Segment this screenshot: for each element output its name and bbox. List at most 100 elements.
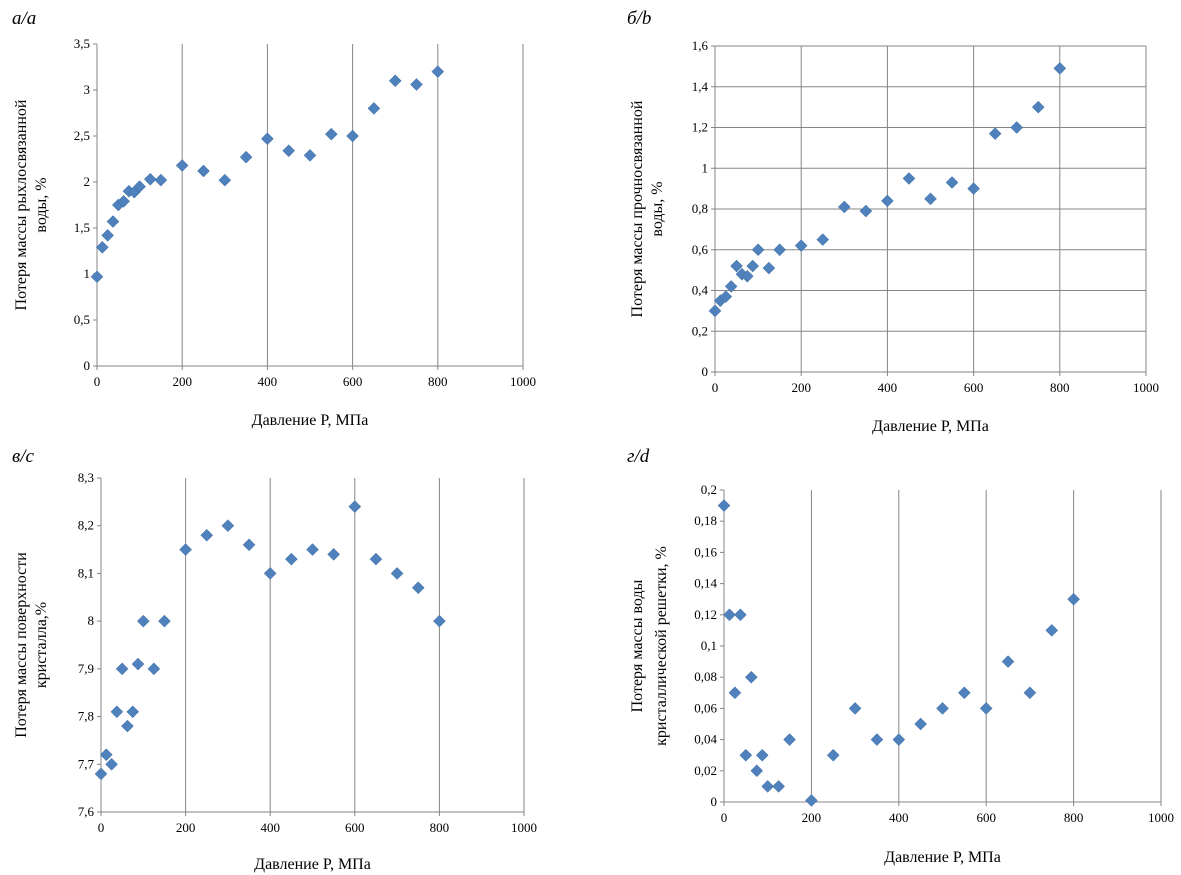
data-point	[924, 192, 937, 206]
data-point	[1023, 686, 1037, 700]
data-point	[348, 500, 362, 513]
x-tick-label: 800	[1050, 380, 1070, 395]
x-tick-label: 400	[878, 380, 898, 395]
y-tick-label: 0	[711, 794, 718, 809]
y-tick-label: 1	[702, 160, 709, 175]
data-point	[410, 78, 423, 91]
data-point	[1001, 655, 1015, 668]
data-point	[95, 240, 109, 254]
y-tick-label: 1,5	[74, 220, 90, 235]
data-point	[1067, 592, 1080, 606]
data-point	[783, 733, 796, 746]
x-tick-label: 800	[1064, 810, 1084, 825]
y-tick-label: 3,5	[74, 36, 90, 51]
data-point	[94, 767, 108, 781]
panel-label: а/a	[12, 8, 36, 29]
y-axis-title-line: воды, %	[33, 177, 50, 232]
data-point	[761, 780, 775, 793]
y-axis-title-line: кристаллической решетки, %	[653, 546, 670, 746]
data-point	[746, 259, 760, 273]
data-point	[327, 547, 341, 561]
data-point	[431, 65, 445, 78]
data-point	[881, 194, 894, 208]
y-tick-label: 7,7	[78, 756, 95, 771]
data-point	[739, 748, 753, 762]
data-point	[131, 657, 145, 671]
x-tick-label: 600	[343, 374, 363, 389]
data-point	[755, 748, 769, 762]
y-tick-label: 0,06	[694, 700, 717, 715]
data-point	[179, 543, 192, 556]
data-point	[133, 180, 146, 193]
y-tick-label: 0,5	[74, 312, 90, 327]
chart-panel-1: 0 0,5 1 1,5 2 2,5 3 3,5 0 200 400 600 800 1000 Давлени…	[12, 8, 536, 429]
data-point	[988, 127, 1002, 140]
data-point	[1031, 100, 1045, 114]
x-tick-label: 0	[98, 820, 105, 835]
x-tick-label: 600	[345, 820, 365, 835]
data-point	[734, 608, 747, 622]
x-tick-label: 600	[976, 810, 996, 825]
data-point	[282, 144, 296, 158]
y-tick-label: 0,6	[692, 242, 709, 257]
x-tick-label: 200	[176, 820, 196, 835]
y-tick-label: 7,8	[78, 709, 94, 724]
data-point	[369, 552, 383, 566]
data-point	[101, 229, 115, 242]
data-point	[158, 614, 171, 628]
y-tick-label: 1	[84, 266, 91, 281]
data-point	[936, 702, 949, 715]
y-tick-label: 0,8	[692, 201, 708, 216]
y-tick-label: 2,5	[74, 128, 90, 143]
x-tick-label: 800	[430, 820, 450, 835]
data-point	[324, 127, 338, 141]
data-point	[99, 748, 113, 762]
x-tick-label: 400	[260, 820, 280, 835]
data-point	[263, 567, 277, 580]
data-point	[121, 719, 134, 733]
y-tick-label: 7,9	[78, 661, 94, 676]
data-point	[221, 519, 235, 533]
data-point	[945, 176, 959, 189]
data-point	[306, 543, 319, 556]
data-point	[218, 173, 232, 187]
data-point	[105, 757, 118, 771]
data-point	[367, 102, 381, 115]
y-axis-title-line: Потеря массы прочносвязанной	[629, 100, 646, 317]
x-tick-label: 800	[428, 374, 448, 389]
data-point	[762, 261, 776, 275]
y-tick-label: 8	[88, 613, 95, 628]
x-tick-label: 0	[721, 810, 728, 825]
data-point	[730, 259, 743, 273]
data-point	[136, 614, 150, 628]
y-tick-label: 8,2	[78, 518, 94, 533]
data-point	[816, 233, 830, 246]
x-axis-title: Давление P, МПа	[252, 412, 369, 429]
y-axis-title-line: Потеря массы поверхности	[13, 552, 30, 738]
x-tick-label: 400	[889, 810, 909, 825]
data-point	[805, 794, 818, 807]
x-tick-label: 600	[964, 380, 984, 395]
data-point	[826, 748, 840, 762]
data-point	[390, 567, 404, 580]
data-point	[388, 74, 402, 88]
x-tick-label: 1000	[511, 820, 537, 835]
y-tick-label: 8,1	[78, 565, 94, 580]
data-point	[728, 686, 742, 700]
y-tick-label: 0,08	[694, 669, 717, 684]
x-tick-label: 200	[172, 374, 192, 389]
data-point	[723, 608, 736, 622]
x-tick-label: 1000	[510, 374, 536, 389]
y-tick-label: 0,2	[692, 323, 708, 338]
data-point	[744, 670, 758, 684]
panel-label: в/c	[12, 446, 35, 467]
y-tick-label: 7,6	[78, 804, 95, 819]
data-point	[750, 764, 764, 778]
data-point	[773, 243, 787, 257]
data-point	[143, 172, 157, 186]
y-tick-label: 8,3	[78, 470, 94, 485]
data-point	[303, 148, 317, 162]
data-point	[914, 717, 928, 731]
data-point	[724, 280, 738, 293]
chart-panel-4: 0 0,02 0,04 0,06 0,08 0,1 0,12 0,14 0,16 0,18 0,2 0…	[627, 446, 1174, 866]
